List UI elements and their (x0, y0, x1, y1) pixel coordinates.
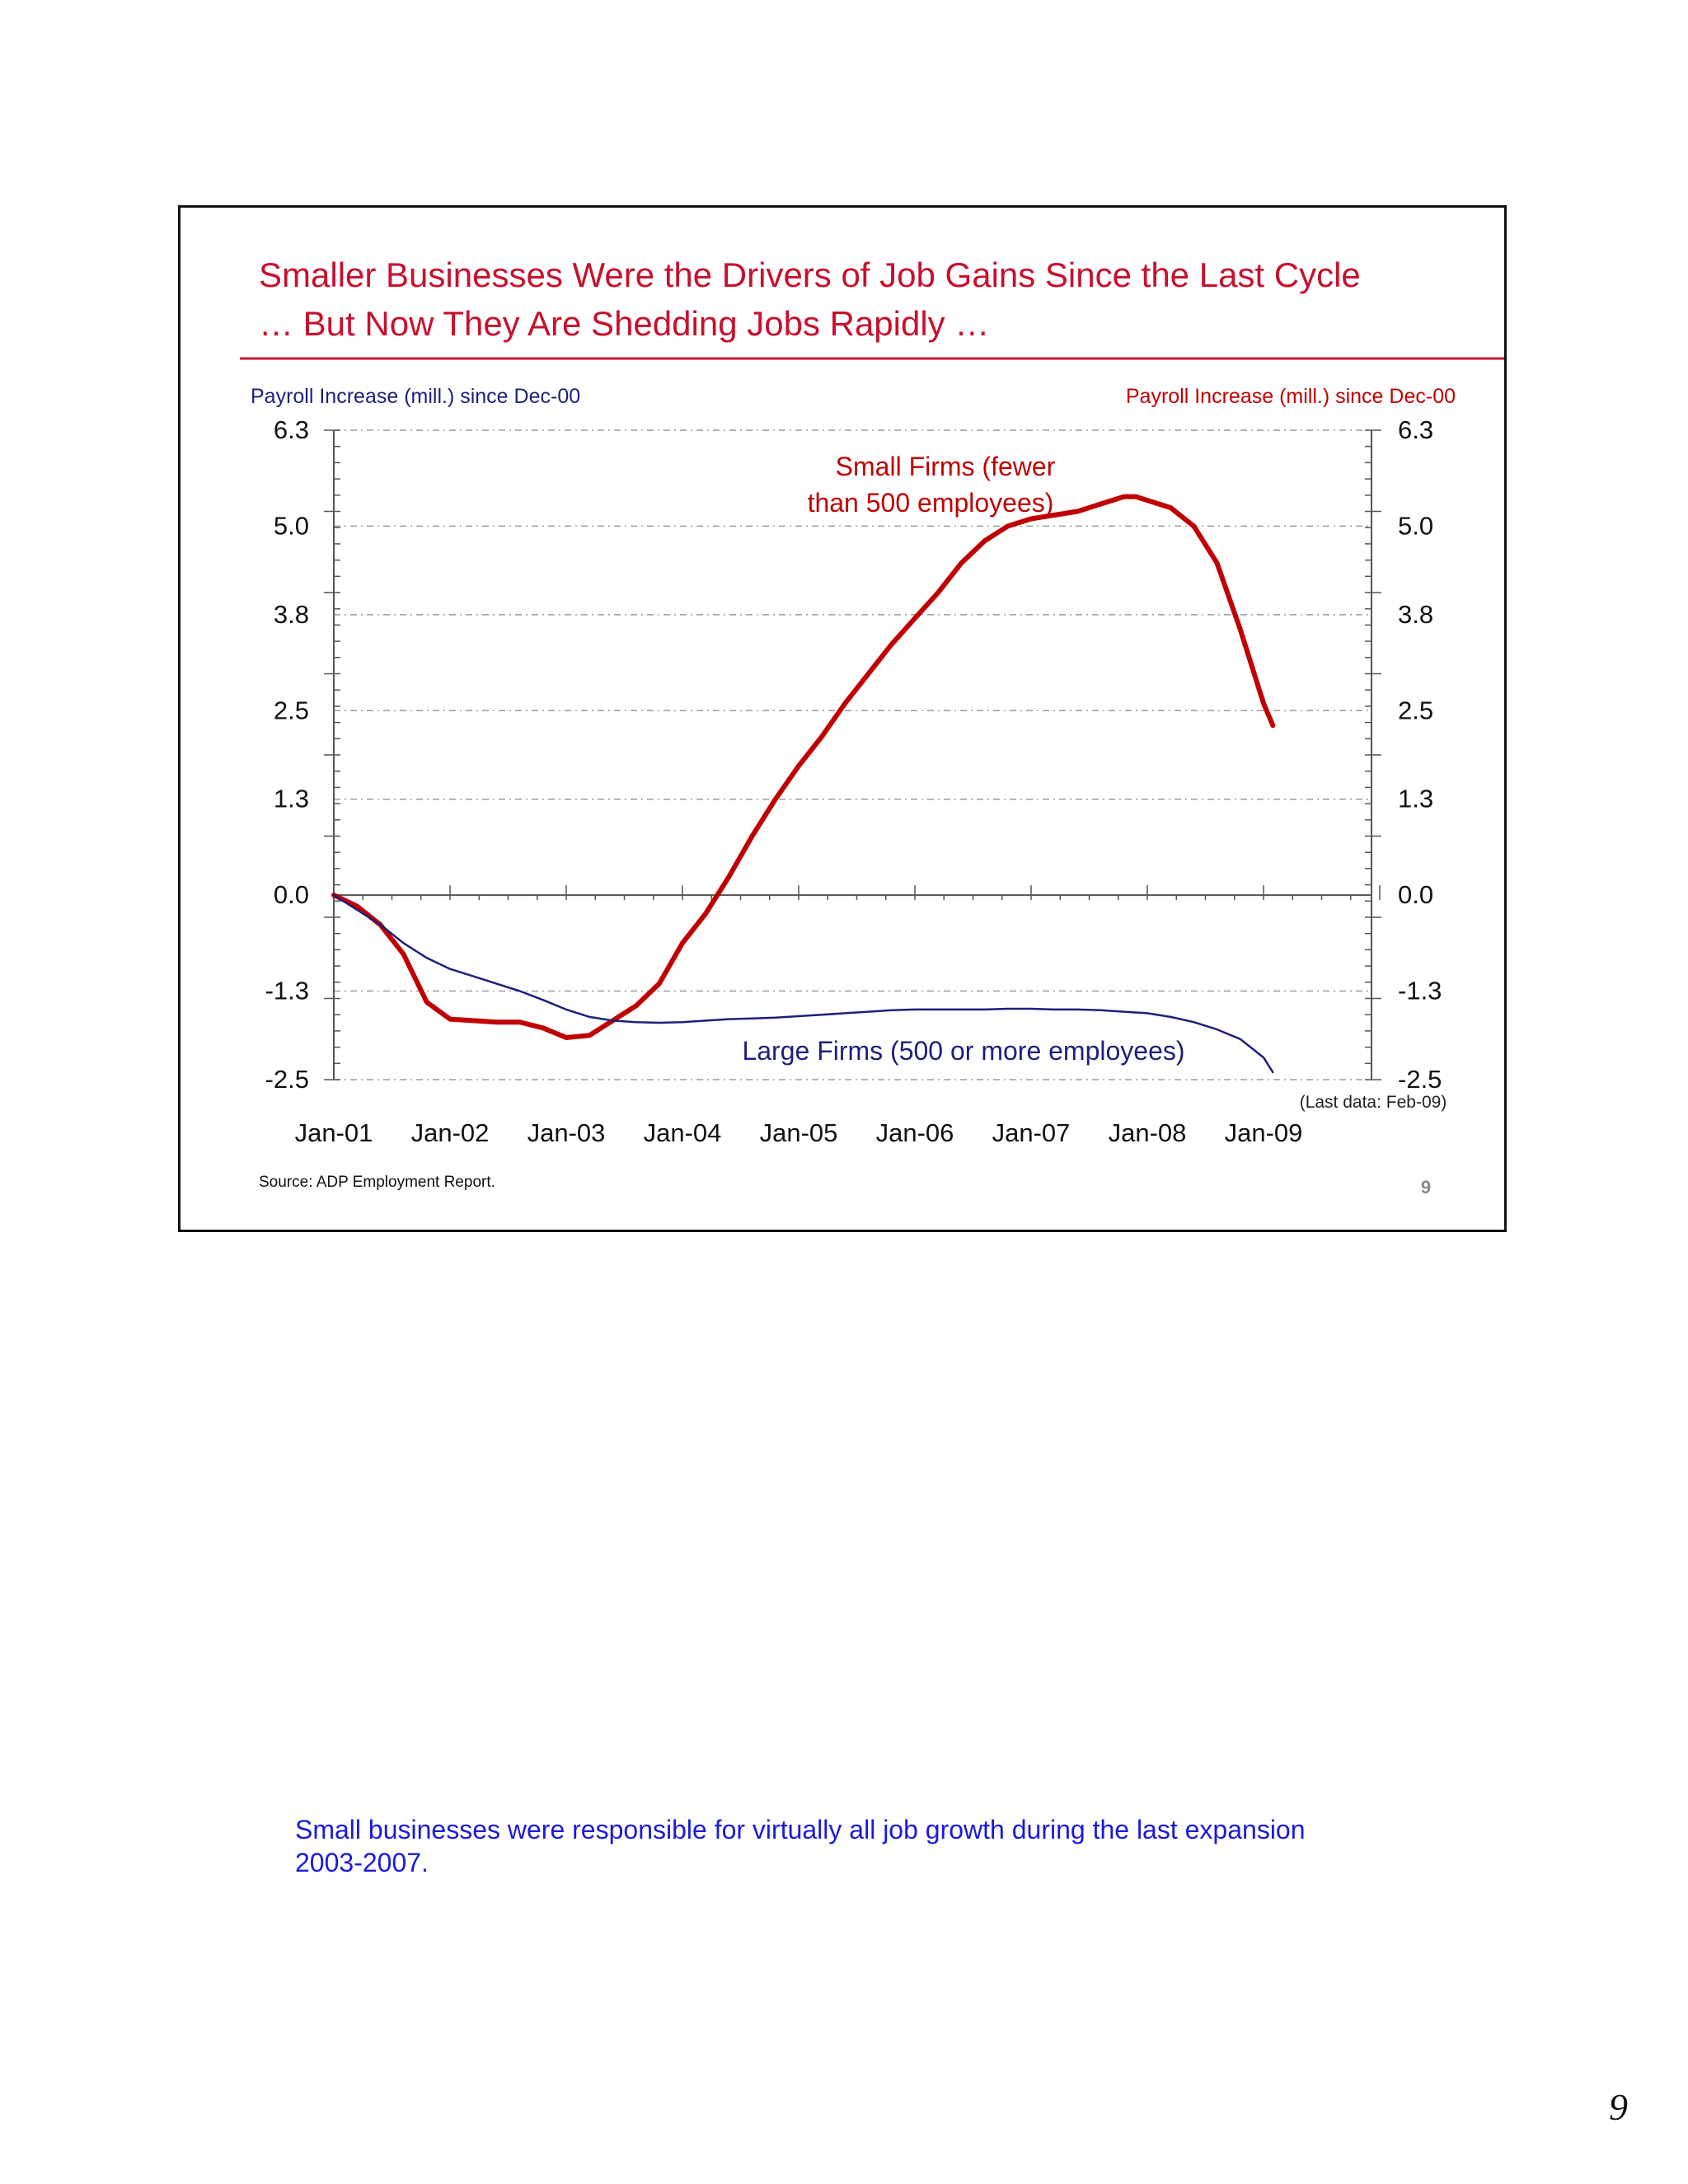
series (331, 494, 1276, 1074)
y-axis-left-label: Payroll Increase (mill.) since Dec-00 (251, 385, 580, 408)
small-firms-label-line1: Small Firms (fewer (836, 452, 1056, 481)
y-axis-right-label: Payroll Increase (mill.) since Dec-00 (1126, 385, 1456, 408)
y-tick-label-right: -1.3 (1398, 977, 1442, 1005)
x-tick-label: Jan-09 (1225, 1118, 1303, 1147)
notes-line2: 2003-2007. (295, 1848, 429, 1877)
series-line-large-firms (332, 893, 1274, 1074)
series-line-small-firms (331, 494, 1276, 1040)
y-tick-label-left: 2.5 (274, 696, 309, 724)
large-firms-label: Large Firms (500 or more employees) (742, 1036, 1184, 1066)
chart: Smaller Businesses Were the Drivers of J… (240, 255, 1504, 1197)
y-tick-label-right: 5.0 (1398, 511, 1433, 540)
y-tick-label-right: 1.3 (1398, 785, 1433, 813)
source-note: Source: ADP Employment Report. (259, 1174, 495, 1191)
y-tick-label-right: 6.3 (1398, 415, 1433, 444)
y-tick-label-right: 2.5 (1398, 696, 1433, 724)
chart-title-line2: … But Now They Are Shedding Jobs Rapidly… (259, 304, 989, 343)
y-tick-label-left: -2.5 (265, 1065, 309, 1094)
speaker-notes: Small businesses were responsible for vi… (295, 1813, 1449, 1879)
last-data-note: (Last data: Feb-09) (1300, 1093, 1447, 1112)
y-tick-label-left: 5.0 (274, 511, 309, 540)
tick-labels: 6.3 6.3 5.0 5.0 3.8 3.8 2.5 2.5 1.3 1.3 0.0 0.0 -1.3… (265, 415, 1442, 1147)
y-tick-label-right: 3.8 (1398, 600, 1433, 629)
y-tick-label-left: 0.0 (274, 880, 309, 909)
y-tick-label-left: 6.3 (274, 415, 309, 444)
y-tick-label-left: -1.3 (265, 977, 309, 1005)
x-tick-label: Jan-07 (992, 1118, 1071, 1147)
y-tick-label-right: 0.0 (1398, 880, 1433, 909)
page-number: 9 (1609, 2086, 1628, 2128)
y-tick-label-right: -2.5 (1398, 1065, 1442, 1094)
x-tick-label: Jan-02 (411, 1118, 490, 1147)
x-tick-label: Jan-08 (1109, 1118, 1187, 1147)
x-tick-label: Jan-05 (760, 1118, 838, 1147)
chart-title-line1: Smaller Businesses Were the Drivers of J… (259, 255, 1361, 294)
y-tick-label-left: 3.8 (274, 600, 309, 629)
x-tick-label: Jan-04 (644, 1118, 722, 1147)
x-tick-label: Jan-03 (528, 1118, 606, 1147)
y-tick-label-left: 1.3 (274, 785, 309, 813)
x-tick-label: Jan-01 (295, 1118, 373, 1147)
slide: Smaller Businesses Were the Drivers of J… (178, 205, 1507, 1232)
slide-number: 9 (1421, 1177, 1431, 1197)
small-firms-label-line2: than 500 employees) (808, 488, 1054, 518)
axes (324, 429, 1381, 1080)
notes-line1: Small businesses were responsible for vi… (295, 1815, 1306, 1844)
x-tick-label: Jan-06 (876, 1118, 954, 1147)
